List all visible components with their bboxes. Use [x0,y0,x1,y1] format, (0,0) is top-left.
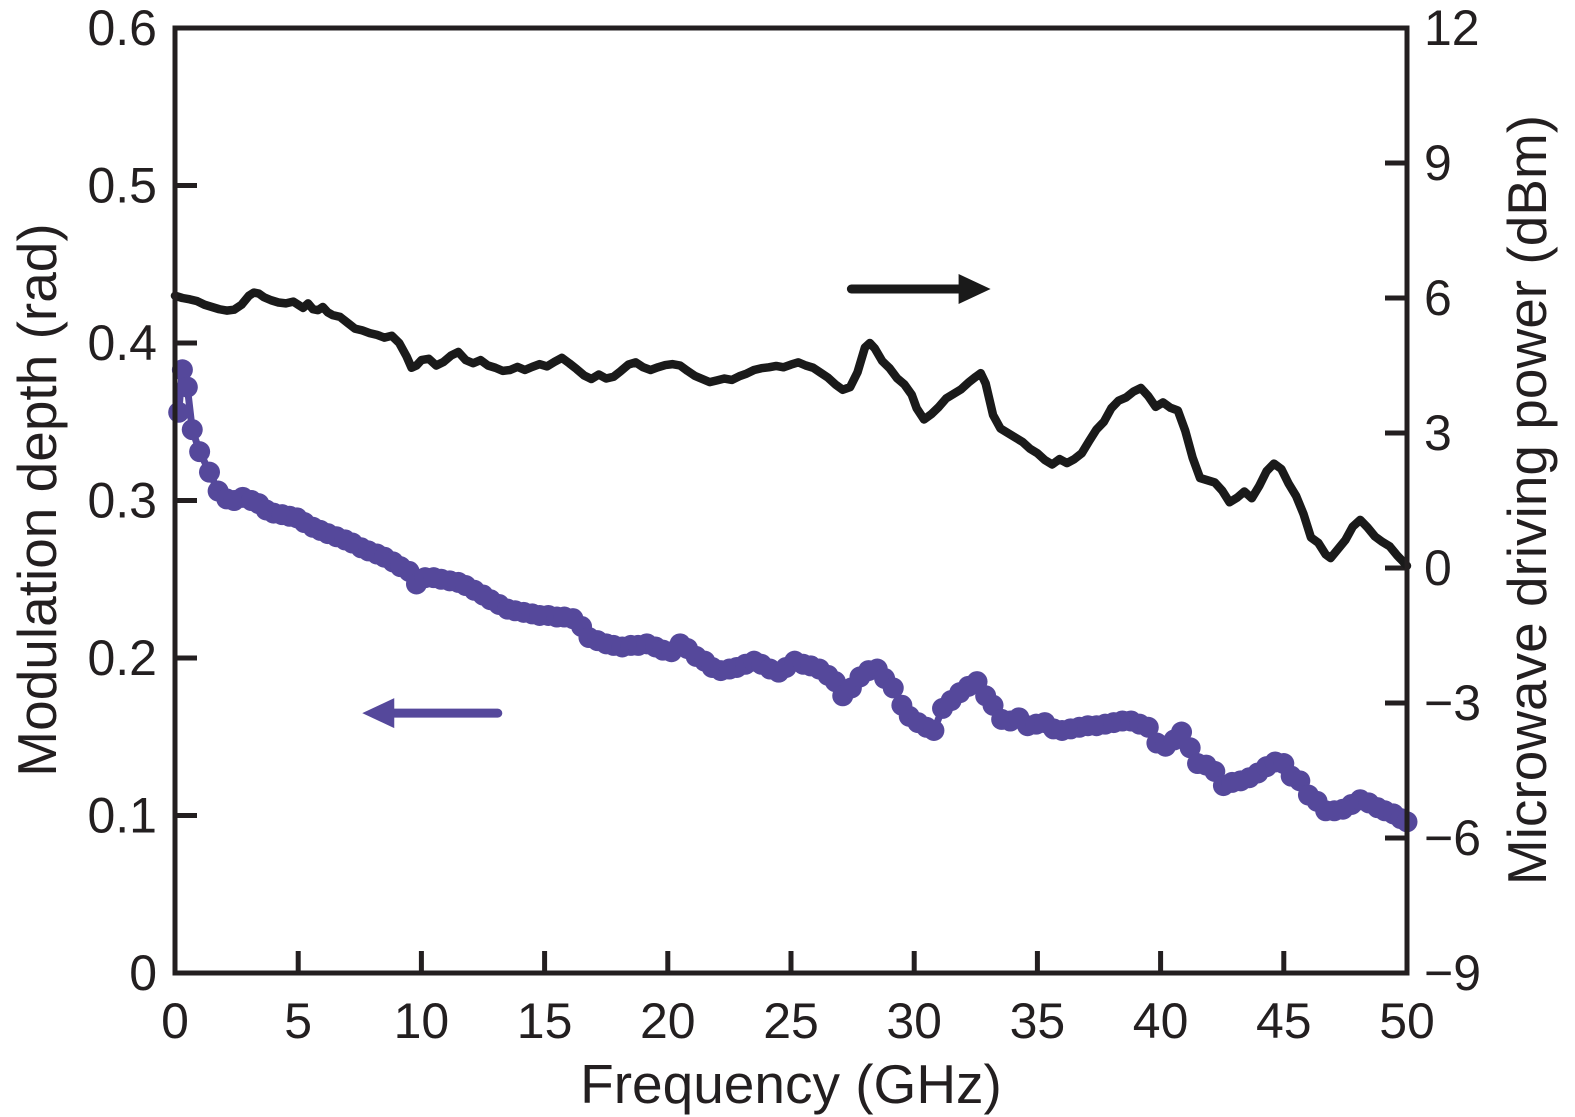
left-tick-label: 0.2 [87,630,157,686]
modulation-depth-marker [168,401,190,423]
x-tick-label: 5 [284,993,312,1049]
x-tick-label: 15 [517,993,573,1049]
right-tick-label: 12 [1424,0,1480,56]
modulation-depth-marker [189,441,211,463]
left-tick-label: 0.6 [87,0,157,56]
modulation-depth-marker [882,677,904,699]
right-tick-label: 9 [1424,135,1452,191]
modulation-depth-marker [1171,721,1193,743]
microwave-power-arrow-head [958,274,991,304]
x-tick-label: 20 [640,993,696,1049]
plot-border [172,25,1410,976]
modulation-depth-arrow-head [362,698,395,729]
series-group [168,288,1418,833]
modulation-depth-marker [1137,716,1159,738]
x-tick-label: 10 [394,993,450,1049]
modulation-depth-marker [181,419,203,441]
microwave-power-line [170,288,1412,570]
right-tick-label: 3 [1424,405,1452,461]
x-tick-label: 40 [1133,993,1189,1049]
right-axis-title: Microwave driving power (dBm) [1496,115,1558,885]
tick-group: 0 5 10 15 20 25 30 35 40 45 500.60.50.40.30.20.101… [87,0,1481,1049]
x-axis-title: Frequency (GHz) [580,1053,1002,1115]
annotation-group [362,274,991,729]
right-tick-label: −9 [1424,945,1481,1001]
left-axis-title: Modulation depth (rad) [6,223,68,776]
modulation-depth-marker [176,376,198,398]
modulation-depth-line [175,366,1411,826]
right-tick-label: −6 [1424,810,1481,866]
modulation-depth-marker [198,461,220,483]
left-tick-label: 0.3 [87,473,157,529]
right-tick-label: 6 [1424,270,1452,326]
left-tick-label: 0.5 [87,158,157,214]
x-tick-label: 30 [886,993,942,1049]
right-tick-label: −3 [1424,675,1481,731]
x-tick-label: 0 [161,993,189,1049]
left-tick-label: 0.4 [87,315,157,371]
x-tick-label: 25 [763,993,819,1049]
modulation-depth-marker [923,719,945,741]
right-tick-label: 0 [1424,540,1452,596]
modulation-depth-marker [1179,737,1201,759]
x-tick-label: 45 [1256,993,1312,1049]
x-tick-label: 50 [1379,993,1435,1049]
x-tick-label: 35 [1010,993,1066,1049]
left-tick-label: 0 [129,945,157,1001]
left-tick-label: 0.1 [87,788,157,844]
